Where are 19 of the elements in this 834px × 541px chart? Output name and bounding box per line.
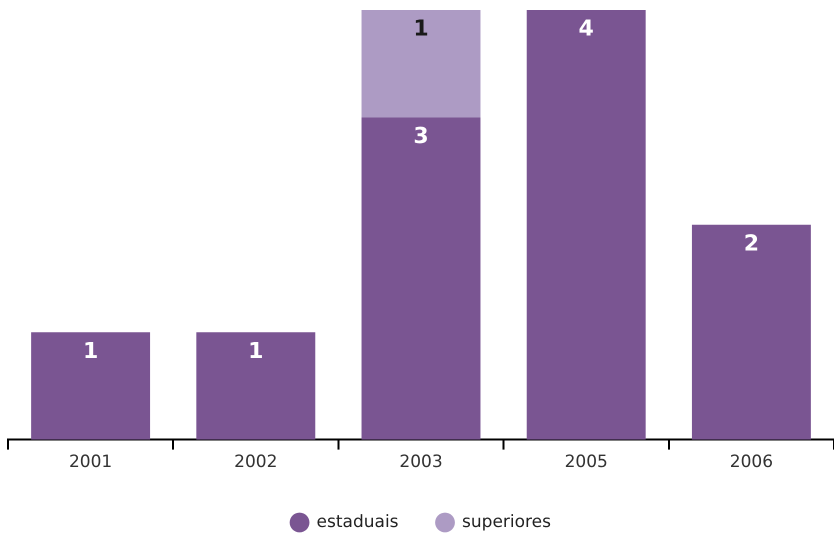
bar (31, 332, 150, 440)
legend-label: estaduais (316, 512, 399, 532)
x-tick-label: 2001 (68, 452, 112, 472)
bar (692, 224, 811, 440)
data-label: 4 (578, 16, 594, 42)
legend-label: superiores (462, 512, 552, 532)
bar (526, 10, 646, 440)
x-tick-label: 2006 (730, 452, 774, 472)
bar (196, 332, 316, 440)
data-label: 1 (248, 338, 264, 364)
bar (362, 117, 480, 440)
bar (362, 10, 480, 118)
x-tick-label: 2002 (234, 452, 278, 472)
x-tick-label: 2005 (564, 452, 608, 472)
data-label: 1 (413, 16, 429, 42)
x-tick-label: 2003 (399, 452, 443, 472)
data-label: 3 (413, 124, 429, 150)
data-label: 2 (744, 232, 760, 257)
data-label: 1 (82, 338, 98, 364)
